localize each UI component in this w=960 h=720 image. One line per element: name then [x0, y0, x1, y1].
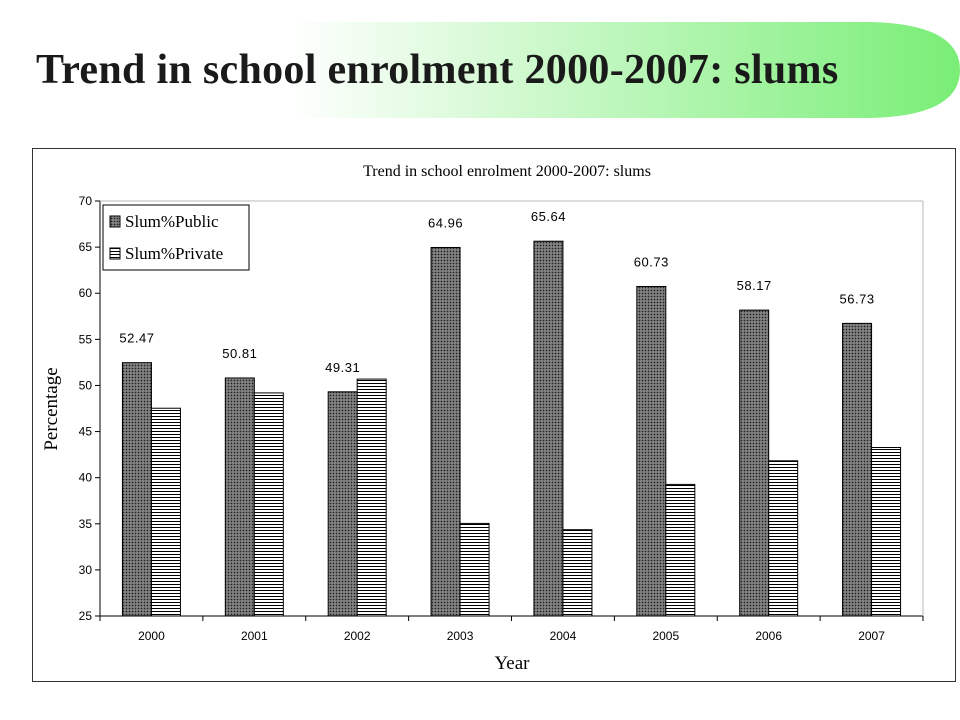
bar-private	[356, 378, 387, 617]
bar-public	[739, 309, 770, 617]
chart-title: Trend in school enrolment 2000-2007: slu…	[363, 163, 651, 180]
y-axis-title: Percentage	[41, 367, 62, 450]
y-tick-label: 35	[79, 517, 93, 531]
y-tick-label: 55	[79, 332, 93, 346]
bar-public	[842, 322, 873, 617]
bar-public	[430, 246, 461, 617]
bar-private	[665, 483, 696, 617]
x-tick-label: 2001	[241, 629, 268, 643]
x-axis-title: Year	[494, 653, 530, 674]
y-tick-label: 40	[79, 471, 93, 485]
bar-public	[533, 240, 564, 617]
data-label: 58.17	[737, 278, 772, 293]
y-tick-label: 70	[79, 194, 93, 208]
plot-area: 25 30 35 40 45 50 55 60 65 70 2000 52.47 2001 50.81 20…	[79, 194, 924, 643]
data-label: 52.47	[119, 331, 154, 346]
data-label: 50.81	[222, 346, 257, 361]
bar-private	[253, 392, 284, 617]
bar-private	[768, 460, 799, 617]
y-tick-label: 65	[79, 240, 93, 254]
data-label: 49.31	[325, 360, 360, 375]
bar-public	[224, 377, 255, 617]
y-tick-label: 60	[79, 286, 93, 300]
legend-swatch-private	[109, 247, 121, 260]
legend-swatch-public	[109, 215, 121, 228]
x-tick-label: 2005	[652, 629, 679, 643]
data-label: 65.64	[531, 209, 566, 224]
x-tick-label: 2006	[755, 629, 782, 643]
x-tick-label: 2007	[858, 629, 885, 643]
y-tick-label: 45	[79, 425, 93, 439]
legend-label-private: Slum%Private	[125, 244, 223, 263]
bar-private	[562, 529, 593, 617]
legend-box	[102, 204, 250, 271]
bar-private	[459, 522, 490, 617]
bar-private	[871, 447, 902, 617]
legend-label-public: Slum%Public	[125, 212, 219, 231]
data-label: 56.73	[840, 291, 875, 306]
bar-chart: Trend in school enrolment 2000-2007: slu…	[41, 163, 924, 674]
data-label: 60.73	[634, 254, 669, 269]
x-tick-label: 2003	[447, 629, 474, 643]
slide-title: Trend in school enrolment 2000-2007: slu…	[36, 47, 839, 93]
data-label: 64.96	[428, 215, 463, 230]
bar-public	[121, 362, 152, 617]
y-tick-label: 25	[79, 609, 93, 623]
bar-private	[150, 407, 181, 617]
bar-public	[636, 285, 667, 617]
legend: Slum%Public Slum%Private	[102, 204, 250, 271]
x-tick-label: 2004	[550, 629, 577, 643]
y-tick-label: 50	[79, 378, 93, 392]
bar-public	[327, 391, 358, 617]
chart-frame: Trend in school enrolment 2000-2007: slu…	[32, 148, 956, 682]
x-tick-label: 2000	[138, 629, 165, 643]
x-tick-label: 2002	[344, 629, 371, 643]
y-tick-label: 30	[79, 563, 93, 577]
title-banner	[0, 22, 960, 118]
